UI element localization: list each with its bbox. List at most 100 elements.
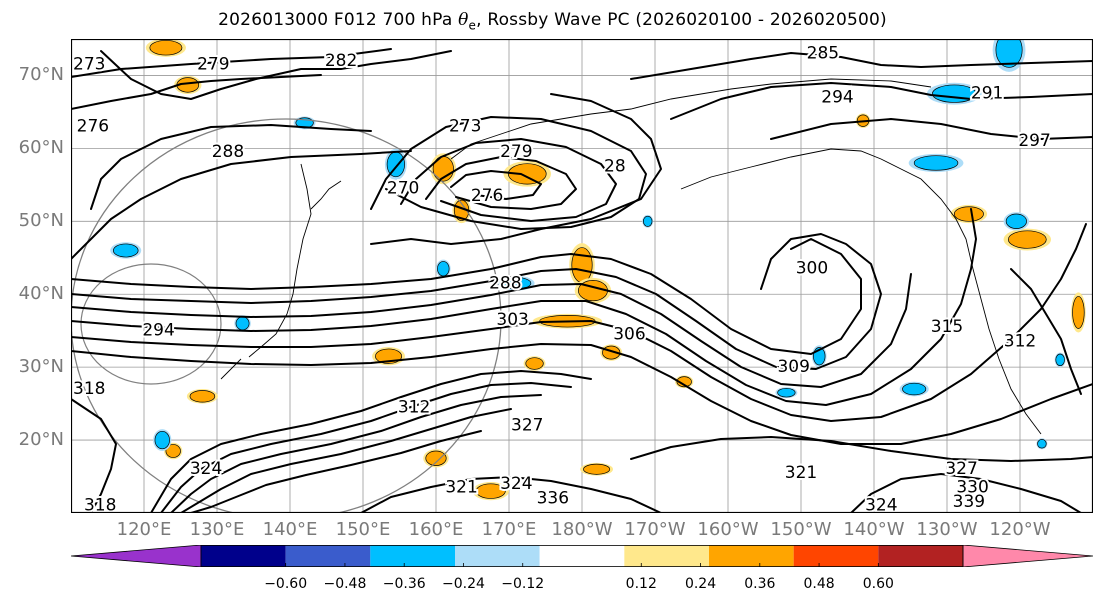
colorbar-segment	[624, 545, 709, 567]
chart-title: 2026013000 F012 700 hPa θe, Rossby Wave …	[0, 10, 1105, 32]
contour-label: 291	[971, 84, 1003, 104]
contour-label: 279	[500, 142, 532, 162]
contour-label: 279	[197, 55, 229, 75]
colorbar-tick-label: −0.12	[501, 576, 545, 592]
lon-tick-label: 160°W	[697, 519, 759, 540]
theta-e-contours	[71, 48, 1093, 513]
lon-tick-label: 140°E	[262, 519, 318, 540]
title-prefix: 2026013000 F012 700 hPa	[218, 10, 459, 30]
contour-label: 321	[445, 477, 477, 497]
lon-tick-label: 150°E	[335, 519, 391, 540]
colorbar-tick-label: 0.48	[803, 576, 835, 592]
negative-anomaly-patch	[902, 382, 927, 396]
lon-tick-label: 120°E	[116, 519, 172, 540]
contour-label: 318	[73, 379, 105, 399]
coastline-alaska	[680, 148, 974, 270]
contour-line	[670, 82, 1093, 120]
lon-tick-label: 170°E	[481, 519, 537, 540]
positive-anomaly-patch	[953, 206, 984, 222]
contour-line	[71, 273, 912, 388]
contour-line	[630, 52, 1093, 80]
colorbar-tick-label: 0.24	[684, 576, 717, 592]
colorbar-segment	[285, 545, 371, 567]
positive-anomaly-patch	[1072, 296, 1085, 329]
circle-of-influence	[71, 118, 502, 513]
positive-anomaly-patch	[149, 40, 183, 56]
anomaly-shading	[110, 39, 1086, 501]
colorbar-tick-label: −0.60	[264, 576, 308, 592]
contour-label: 321	[785, 463, 817, 483]
colorbar-tick-label: −0.36	[382, 576, 426, 592]
lat-tick-label: 70°N	[18, 64, 64, 86]
contour-label: 336	[537, 488, 569, 508]
contour-line	[71, 208, 977, 406]
contour-label: 327	[945, 459, 977, 479]
contour-labels: 273 279 282 276 288 273 279 28 270 276 285 294 291 29…	[71, 42, 1053, 513]
title-suffix: , Rossby Wave PC (2026020100 - 202602050…	[476, 10, 887, 30]
negative-anomaly-patch	[112, 243, 139, 258]
contour-line	[425, 156, 577, 210]
contour-label: 318	[84, 496, 116, 513]
contour-label: 285	[807, 44, 839, 64]
map-frame	[71, 39, 1093, 513]
colorbar-extend-high	[962, 545, 1093, 567]
positive-anomaly-patch	[165, 444, 181, 458]
contour-label: 324	[500, 474, 532, 494]
lon-tick-label: 150°W	[770, 519, 832, 540]
colorbar-segment	[455, 545, 540, 567]
positive-anomaly-patch	[189, 390, 216, 403]
contour-line	[170, 394, 542, 513]
negative-anomaly-patch	[913, 155, 959, 171]
contour-line	[400, 138, 617, 222]
contour-line	[71, 48, 392, 78]
contour-label: 28	[604, 157, 626, 177]
contour-line	[370, 93, 662, 245]
contour-line	[71, 223, 1087, 422]
negative-anomaly-patch	[1005, 213, 1027, 229]
colorbar-frame	[200, 545, 964, 567]
contour-label: 312	[1004, 332, 1036, 352]
lat-tick-label: 50°N	[18, 210, 64, 232]
contour-label: 309	[777, 357, 809, 377]
contour-line	[150, 370, 592, 513]
negative-anomaly-patch	[1037, 438, 1047, 449]
map-panel: 273 279 282 276 288 273 279 28 270 276 285 294 291 29…	[71, 39, 1093, 513]
contour-label: 306	[613, 324, 645, 344]
contour-line	[630, 436, 1093, 462]
positive-anomaly-patch	[583, 463, 611, 475]
contour-label: 300	[796, 259, 828, 279]
lon-tick-label: 130°E	[189, 519, 245, 540]
contour-line	[71, 74, 322, 110]
negative-anomaly-patch	[642, 215, 653, 227]
colorbar-tick-label: 0.12	[625, 576, 657, 592]
contour-label: 270	[387, 178, 419, 198]
theta-subscript: e	[468, 18, 477, 33]
contour-label: 294	[821, 87, 853, 107]
negative-anomaly-patch	[235, 316, 250, 331]
positive-anomaly-patch	[475, 483, 506, 499]
colorbar-segment	[793, 545, 879, 567]
contour-line	[90, 124, 372, 210]
coastlines	[220, 78, 1042, 435]
coastline-arctic	[450, 78, 932, 160]
contour-label: 330	[956, 477, 988, 497]
contour-label: 276	[471, 186, 503, 206]
contour-label: 339	[953, 492, 985, 512]
contour-label: 282	[325, 51, 357, 71]
colorbar	[71, 545, 1093, 567]
lon-tick-label: 160°E	[408, 519, 464, 540]
lat-tick-label: 60°N	[18, 137, 64, 159]
reference-circle-large	[71, 118, 502, 513]
contour-line	[850, 473, 1082, 513]
lon-tick-label: 120°W	[989, 519, 1051, 540]
colorbar-segment	[709, 545, 794, 567]
contour-line	[190, 430, 482, 513]
reference-circle-small	[80, 263, 222, 385]
contour-label: 297	[1018, 131, 1050, 151]
colorbar-extend-low	[71, 545, 202, 567]
contour-label: 288	[212, 142, 244, 162]
positive-anomaly-patch	[425, 450, 447, 466]
coastline-kamchatka	[310, 180, 342, 210]
lon-tick-label: 180°W	[551, 519, 613, 540]
positive-anomaly-patch	[507, 163, 547, 185]
